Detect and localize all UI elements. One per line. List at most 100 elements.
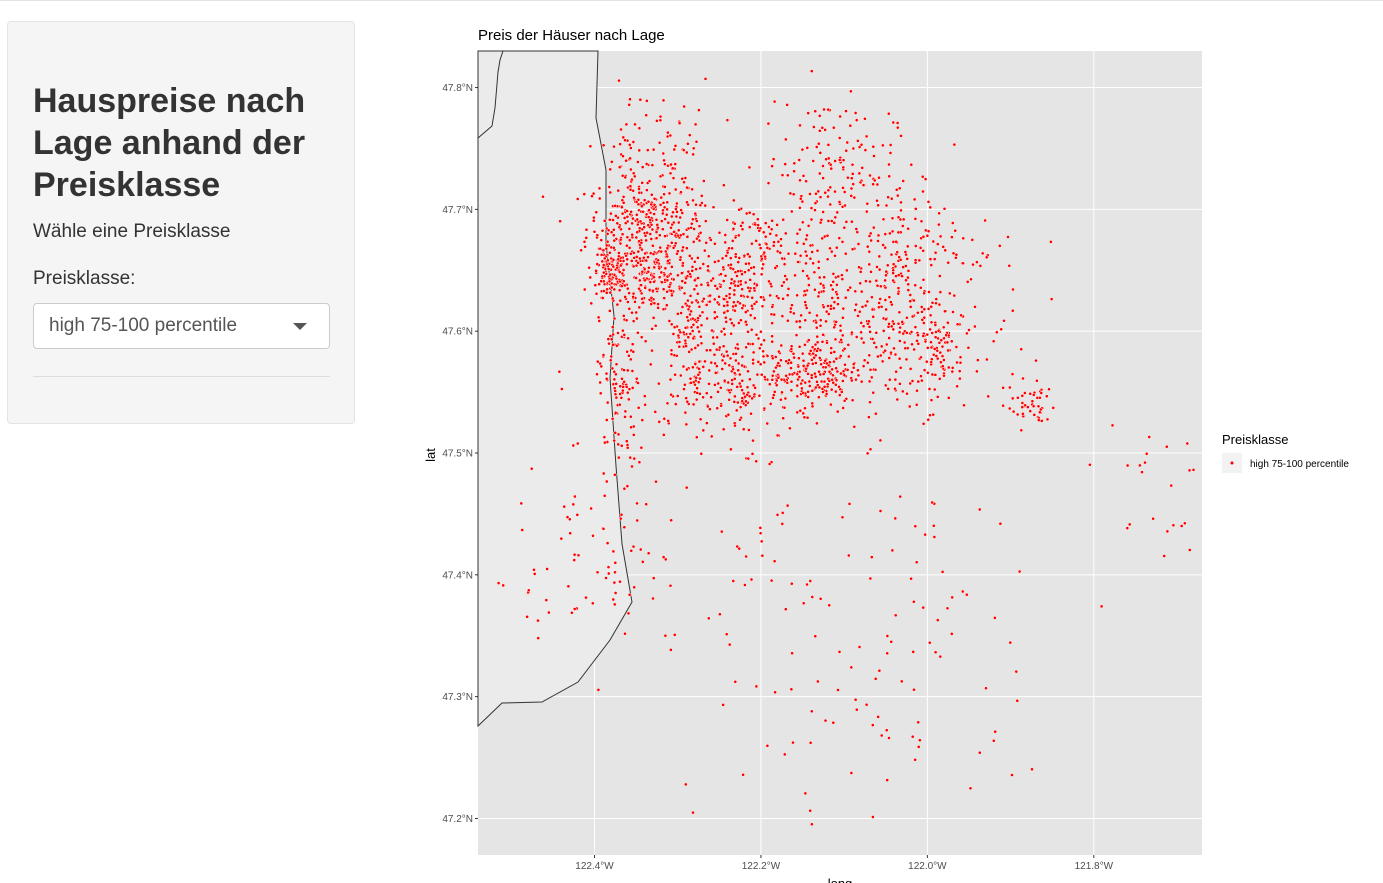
data-point — [677, 121, 682, 126]
data-point — [654, 286, 659, 291]
data-point — [849, 186, 854, 191]
data-point — [1007, 406, 1012, 411]
data-point — [818, 323, 823, 328]
data-point — [826, 304, 830, 308]
data-point — [625, 243, 629, 248]
data-point — [916, 745, 921, 749]
data-point — [648, 218, 653, 222]
data-point — [816, 141, 821, 146]
data-point — [651, 596, 655, 601]
data-point — [816, 294, 821, 299]
data-point — [722, 304, 726, 308]
data-point — [922, 307, 927, 312]
data-point — [643, 278, 647, 283]
data-point — [572, 552, 577, 557]
data-point — [644, 113, 649, 118]
data-point — [614, 381, 619, 386]
data-point — [669, 363, 674, 368]
data-point — [829, 249, 834, 254]
data-point — [640, 165, 645, 169]
data-point — [629, 251, 633, 256]
data-point — [868, 279, 872, 284]
data-point — [800, 199, 805, 204]
chevron-down-icon[interactable] — [293, 323, 307, 330]
data-point — [623, 295, 627, 299]
data-point — [669, 648, 673, 652]
data-point — [609, 211, 613, 216]
data-point — [1138, 463, 1142, 468]
data-point — [850, 398, 855, 403]
data-point — [795, 231, 800, 236]
data-point — [640, 180, 645, 185]
data-point — [829, 303, 833, 308]
data-point — [932, 535, 937, 539]
data-point — [701, 365, 706, 369]
data-point — [813, 208, 817, 212]
data-point — [751, 212, 756, 217]
data-point — [688, 294, 693, 298]
data-point — [691, 152, 695, 157]
data-point — [625, 235, 630, 240]
data-point — [834, 320, 839, 324]
data-point — [794, 319, 799, 324]
data-point — [682, 291, 687, 296]
data-point — [624, 318, 629, 323]
data-point — [1007, 263, 1012, 268]
data-point — [690, 256, 694, 261]
data-point — [631, 140, 636, 144]
data-point — [830, 296, 835, 300]
data-point — [698, 203, 703, 208]
data-point — [627, 353, 631, 358]
data-point — [961, 261, 965, 266]
data-point — [611, 549, 616, 554]
data-point — [1051, 406, 1056, 410]
price-class-select[interactable]: high 75-100 percentile — [33, 303, 330, 349]
data-point — [814, 385, 818, 390]
data-point — [883, 278, 887, 283]
data-point — [874, 411, 878, 416]
data-point — [697, 359, 702, 364]
data-point — [758, 531, 763, 536]
data-point — [661, 208, 665, 213]
data-point — [856, 314, 860, 318]
data-point — [599, 279, 603, 284]
data-point — [728, 286, 732, 290]
data-point — [730, 239, 735, 243]
data-point — [822, 379, 827, 384]
data-point — [841, 379, 845, 383]
data-point — [820, 125, 825, 130]
data-point — [856, 139, 860, 143]
data-point — [865, 360, 870, 365]
data-point — [765, 743, 770, 748]
data-point — [876, 203, 880, 208]
data-point — [779, 397, 783, 402]
data-point — [762, 375, 767, 379]
data-point — [978, 264, 983, 268]
data-point — [921, 334, 926, 338]
data-point — [686, 318, 691, 323]
data-point — [856, 373, 861, 378]
data-point — [604, 576, 608, 580]
data-point — [795, 394, 800, 399]
data-point — [908, 299, 913, 304]
data-point — [622, 525, 627, 530]
data-point — [891, 327, 896, 332]
data-point — [738, 301, 742, 306]
data-point — [779, 377, 784, 382]
data-point — [896, 286, 901, 290]
data-point — [759, 539, 764, 544]
data-point — [804, 179, 808, 184]
data-point — [887, 336, 891, 340]
data-point — [628, 455, 633, 460]
y-axis-label: lat — [423, 448, 438, 462]
data-point — [683, 176, 688, 180]
data-point — [1099, 604, 1104, 609]
data-point — [798, 325, 802, 330]
data-point — [601, 289, 606, 293]
data-point — [740, 354, 745, 359]
data-point — [705, 421, 709, 425]
data-point — [760, 256, 764, 261]
data-point — [961, 236, 966, 241]
data-point — [814, 325, 819, 330]
data-point — [623, 221, 628, 225]
